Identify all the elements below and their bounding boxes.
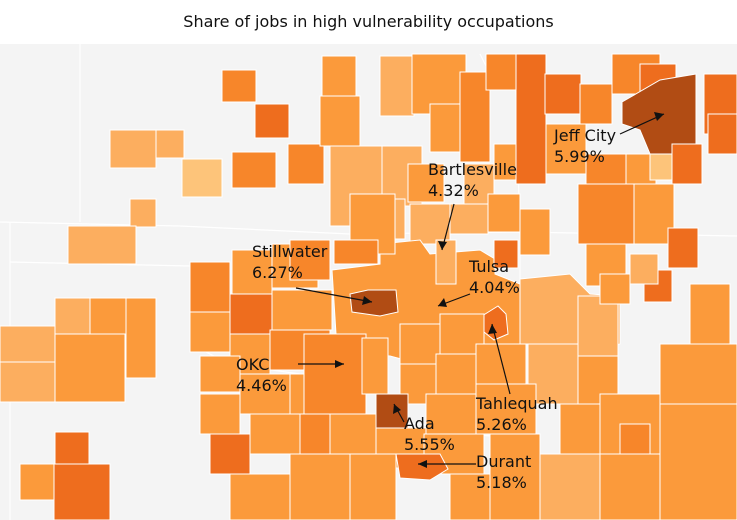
city-value-durant: 5.18% [476, 473, 527, 492]
annotation-arrows [295, 112, 665, 468]
city-label-stillwater: Stillwater [252, 242, 328, 261]
city-labels: Bartlesville 4.32% Jeff City 5.99% Still… [236, 126, 616, 492]
city-value-tulsa: 4.04% [469, 278, 520, 297]
city-value-okc: 4.46% [236, 376, 287, 395]
city-label-durant: Durant [476, 452, 531, 471]
counties-south-west [0, 297, 157, 520]
counties-oklahoma [189, 193, 541, 520]
choropleth-map: Bartlesville 4.32% Jeff City 5.99% Still… [0, 44, 737, 520]
city-value-tahlequah: 5.26% [476, 415, 527, 434]
map-svg: Bartlesville 4.32% Jeff City 5.99% Still… [0, 44, 737, 520]
city-value-stillwater: 6.27% [252, 263, 303, 282]
city-value-ada: 5.55% [404, 435, 455, 454]
city-label-bartlesville: Bartlesville [428, 160, 517, 179]
counties-arkansas [519, 273, 737, 520]
city-value-jeff-city: 5.99% [554, 147, 605, 166]
city-label-jeff-city: Jeff City [553, 126, 616, 145]
city-label-okc: OKC [236, 355, 269, 374]
city-label-ada: Ada [404, 414, 435, 433]
city-value-bartlesville: 4.32% [428, 181, 479, 200]
counties-west [67, 53, 523, 265]
city-label-tulsa: Tulsa [468, 257, 509, 276]
city-label-tahlequah: Tahlequah [475, 394, 558, 413]
counties-missouri [485, 53, 737, 303]
map-title: Share of jobs in high vulnerability occu… [183, 12, 554, 31]
